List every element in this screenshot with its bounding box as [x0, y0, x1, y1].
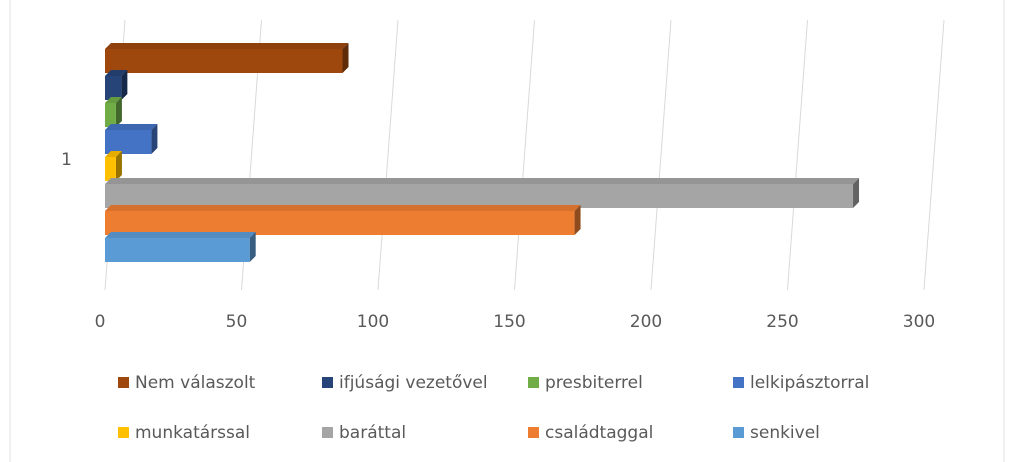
bar-front	[105, 211, 575, 235]
x-tick-label: 150	[493, 312, 525, 332]
bar-top	[105, 43, 349, 49]
legend-swatch	[118, 377, 129, 388]
bar-side	[121, 70, 128, 100]
x-tick-label: 50	[226, 312, 248, 332]
legend-swatch	[733, 427, 744, 438]
bar-side	[115, 97, 122, 127]
grid-line	[377, 19, 399, 291]
bar	[105, 124, 158, 154]
grid-line	[787, 19, 808, 291]
chart-frame	[9, 0, 1005, 462]
x-tick-label: 100	[357, 312, 389, 332]
bar-side	[115, 151, 122, 181]
legend-swatch	[322, 377, 333, 388]
bar-side	[342, 43, 349, 73]
grid-line	[650, 19, 672, 291]
bar	[105, 232, 256, 262]
bar-front	[105, 103, 116, 127]
legend-swatch	[733, 377, 744, 388]
grid-line	[514, 19, 535, 291]
bar-side	[574, 205, 581, 235]
bar-top	[105, 151, 122, 157]
grid-line	[923, 19, 945, 291]
bar-top	[105, 124, 158, 130]
bar	[105, 70, 128, 100]
bar-front	[105, 76, 122, 100]
bar-top	[105, 205, 581, 211]
bar-top	[105, 70, 128, 76]
bar-side	[853, 178, 860, 208]
legend-swatch	[118, 427, 129, 438]
legend-label: presbiterrel	[545, 373, 643, 393]
legend-label: lelkipásztorral	[750, 373, 869, 393]
legend-label: munkatárssal	[135, 423, 250, 443]
bar-front	[105, 130, 152, 154]
bar-top	[105, 178, 860, 184]
bar-top	[105, 232, 256, 238]
bar	[105, 205, 581, 235]
x-tick-label: 250	[766, 312, 798, 332]
bar	[105, 178, 860, 208]
bar-front	[105, 157, 116, 181]
bar-front	[105, 184, 854, 208]
x-tick-label: 0	[95, 312, 106, 332]
x-tick-label: 200	[630, 312, 662, 332]
legend-swatch	[528, 427, 539, 438]
legend-label: családtaggal	[545, 423, 653, 443]
legend-swatch	[528, 377, 539, 388]
bar-side	[249, 232, 256, 262]
y-tick-label: 1	[61, 150, 72, 170]
legend-label: Nem válaszolt	[135, 373, 256, 393]
legend-label: senkivel	[750, 423, 820, 443]
legend-swatch	[322, 427, 333, 438]
bar	[105, 151, 122, 181]
bar-top	[105, 97, 122, 103]
bar-front	[105, 49, 343, 73]
legend-label: ifjúsági vezetővel	[339, 373, 488, 393]
x-tick-label: 300	[903, 312, 935, 332]
bar	[105, 97, 122, 127]
bar-side	[151, 124, 158, 154]
legend-label: baráttal	[339, 423, 406, 443]
bar-front	[105, 238, 250, 262]
bar	[105, 43, 349, 73]
